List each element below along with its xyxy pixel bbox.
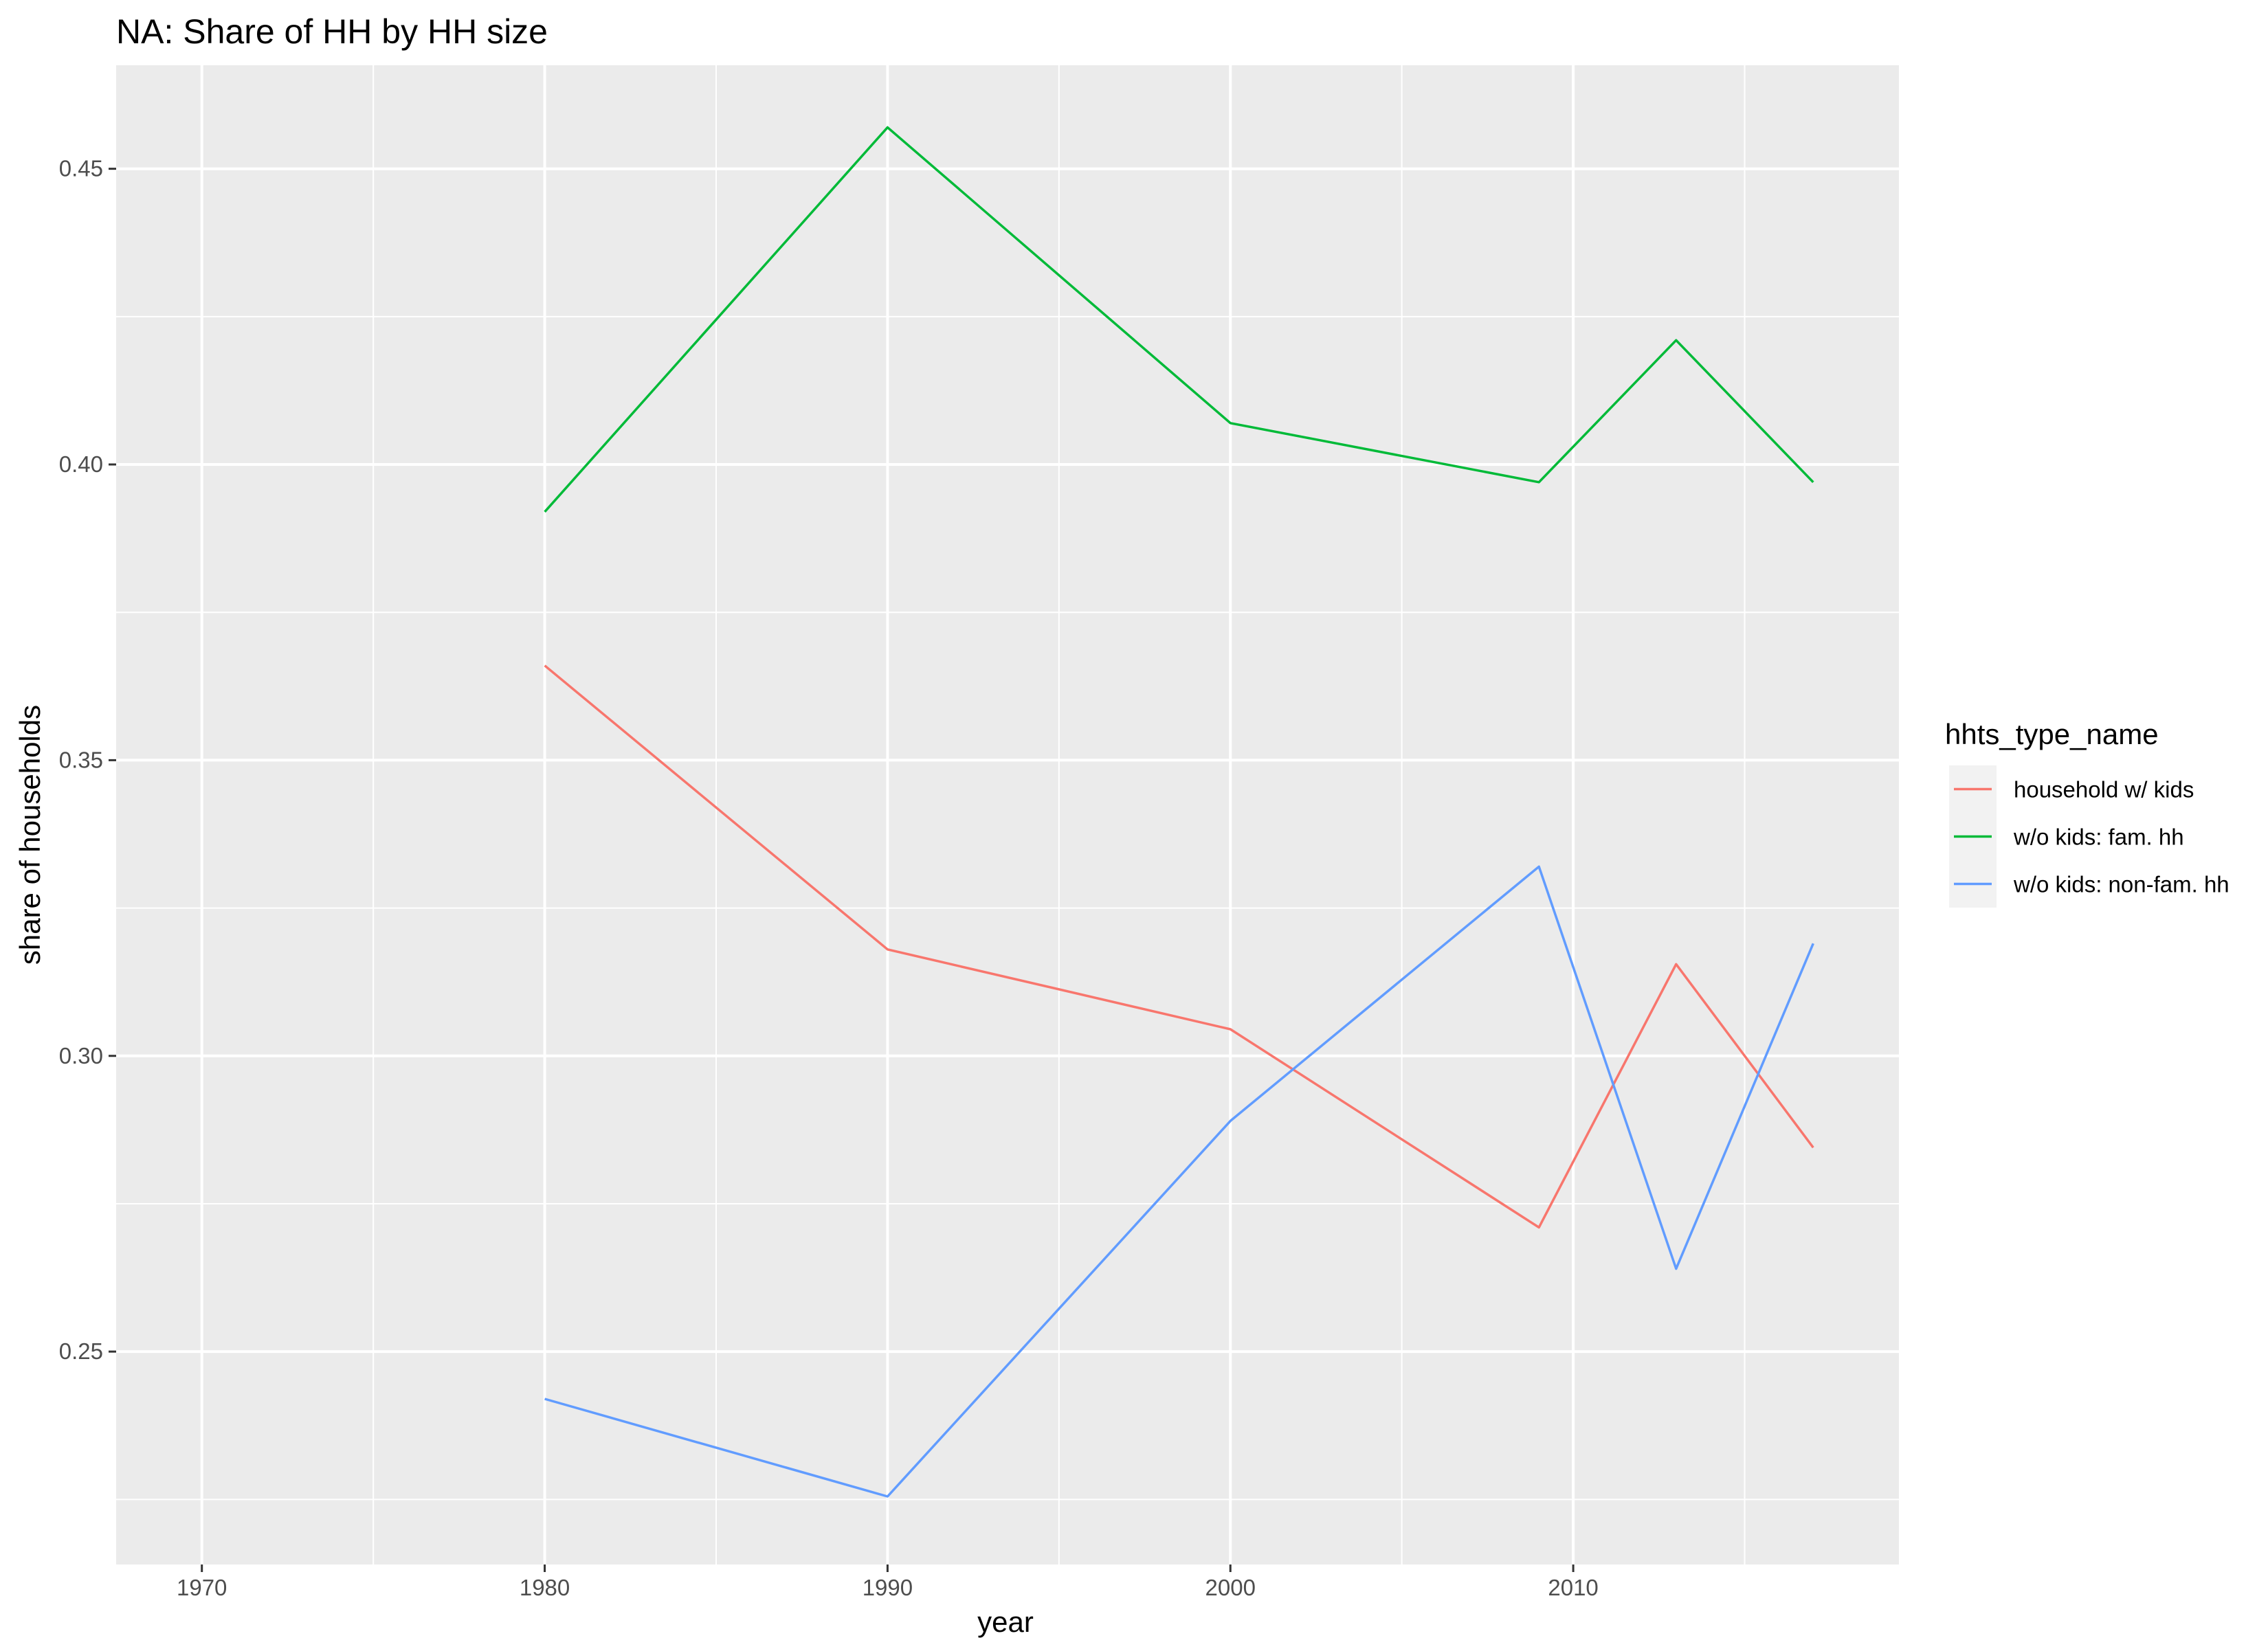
y-tick-label: 0.35	[59, 747, 103, 772]
y-axis-title: share of households	[14, 705, 46, 965]
panel-background	[116, 65, 1899, 1564]
series-line	[544, 865, 1814, 1498]
series-line	[544, 664, 1814, 1229]
chart-title: NA: Share of HH by HH size	[116, 12, 548, 51]
plot-panel	[116, 65, 1899, 1564]
legend-label: w/o kids: fam. hh	[2013, 824, 2184, 850]
legend-item: household w/ kids	[1949, 765, 2194, 813]
x-tick-label: 1970	[177, 1575, 227, 1600]
minor-gridlines	[116, 65, 1899, 1564]
legend-item: w/o kids: non-fam. hh	[1949, 860, 2230, 908]
y-axis: 0.25 0.30 0.35 0.40 0.45	[59, 156, 116, 1364]
series-lines	[544, 126, 1814, 1498]
legend-items: household w/ kids w/o kids: fam. hh w/o ki…	[1949, 765, 2230, 908]
legend: hhts_type_name household w/ kids w/o kids…	[1945, 718, 2230, 908]
x-tick-label: 1990	[863, 1575, 913, 1600]
legend-label: household w/ kids	[2014, 777, 2194, 803]
legend-label: w/o kids: non-fam. hh	[2013, 872, 2230, 897]
y-tick-label: 0.25	[59, 1338, 103, 1364]
legend-item: w/o kids: fam. hh	[1949, 813, 2184, 860]
x-tick-label: 2000	[1205, 1575, 1256, 1600]
x-axis: 1970 1980 1990 2000 2010	[177, 1564, 1599, 1600]
major-gridlines	[116, 65, 1899, 1564]
y-tick-label: 0.30	[59, 1043, 103, 1068]
x-tick-label: 1980	[520, 1575, 570, 1600]
legend-title: hhts_type_name	[1945, 718, 2159, 750]
y-tick-label: 0.40	[59, 451, 103, 477]
x-axis-title: year	[977, 1606, 1034, 1638]
x-tick-label: 2010	[1548, 1575, 1598, 1600]
series-line	[544, 126, 1814, 513]
y-tick-label: 0.45	[59, 156, 103, 181]
